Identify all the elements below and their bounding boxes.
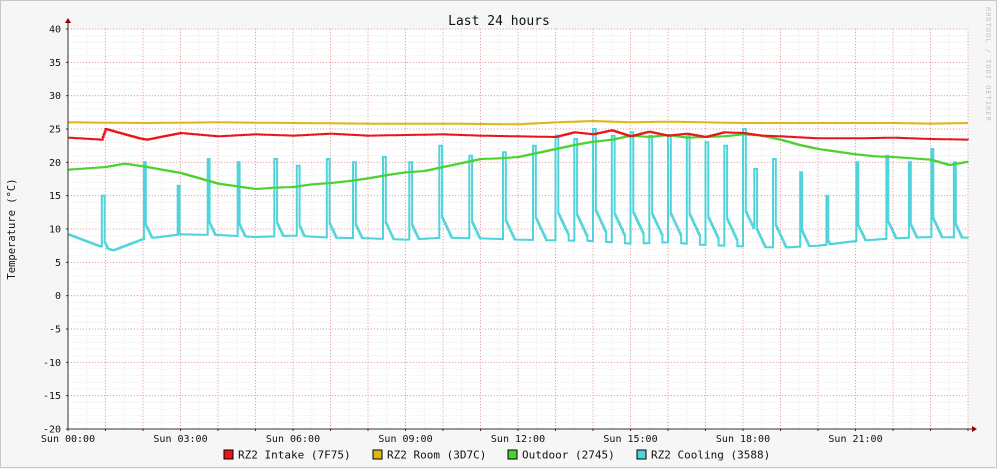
series-line: [67, 128, 969, 252]
y-tick-label: 5: [55, 258, 61, 269]
legend-swatch: [223, 449, 234, 460]
major-grid: [67, 28, 969, 430]
y-tick-label: -15: [43, 391, 61, 402]
series-line: [68, 120, 968, 126]
legend-label: RZ2 Room (3D7C): [387, 449, 486, 462]
legend-swatch: [372, 449, 383, 460]
x-tick-label: Sun 00:00: [41, 434, 95, 445]
x-tick-label: Sun 12:00: [491, 434, 545, 445]
y-tick-label: -10: [43, 358, 61, 369]
x-tick-label: Sun 09:00: [378, 434, 432, 445]
y-tick-label: 15: [49, 191, 61, 202]
x-tick-label: Sun 15:00: [603, 434, 657, 445]
series-layer: [67, 120, 969, 252]
legend-label: Outdoor (2745): [522, 449, 615, 462]
y-tick-label: 35: [49, 58, 61, 69]
rrdtool-watermark: RRDTOOL / TOBI OETIKER: [984, 7, 992, 122]
x-tick-label: Sun 21:00: [828, 434, 882, 445]
legend-label: RZ2 Intake (7F75): [238, 449, 351, 462]
legend-swatch: [507, 449, 518, 460]
x-tick-label: Sun 18:00: [716, 434, 770, 445]
y-tick-label: 25: [49, 125, 61, 136]
legend: RZ2 Intake (7F75) RZ2 Room (3D7C) Outdoor …: [223, 449, 770, 462]
axes: [65, 18, 977, 432]
y-tick-labels: 40 35 30 25 20 15 10 5 0 -5 -10 -15 -20: [43, 25, 61, 436]
legend-label: RZ2 Cooling (3588): [651, 449, 770, 462]
y-tick-label: 30: [49, 91, 61, 102]
y-tick-label: -20: [43, 425, 61, 436]
y-tick-label: 40: [49, 25, 61, 36]
x-tick-labels: Sun 00:00 Sun 03:00 Sun 06:00 Sun 09:00 Sun …: [41, 434, 883, 445]
x-tick-label: Sun 06:00: [266, 434, 320, 445]
y-axis-arrow-icon: [65, 18, 71, 23]
series-line: [68, 128, 969, 141]
x-axis-arrow-icon: [972, 426, 977, 432]
chart-title: Last 24 hours: [448, 14, 550, 29]
y-tick-label: 0: [55, 291, 61, 302]
y-tick-label: 10: [49, 225, 61, 236]
y-axis-label: Temperature (°C): [6, 178, 18, 279]
y-tick-label: -5: [49, 325, 61, 336]
series-line: [67, 133, 969, 190]
y-tick-label: 20: [49, 158, 61, 169]
x-tick-label: Sun 03:00: [153, 434, 207, 445]
legend-swatch: [636, 449, 647, 460]
